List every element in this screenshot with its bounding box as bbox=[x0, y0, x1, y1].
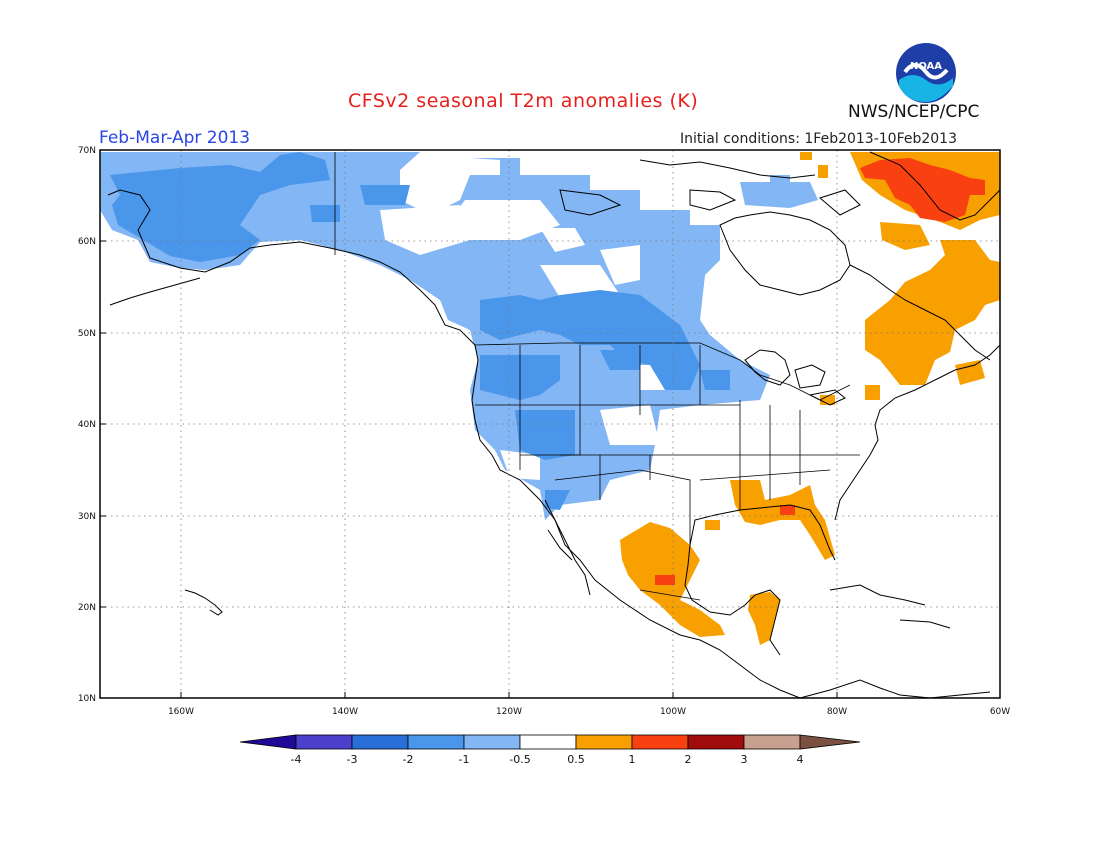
colorbar-swatch bbox=[575, 734, 633, 750]
initial-conditions: Initial conditions: 1Feb2013-10Feb2013 bbox=[680, 131, 957, 147]
colorbar-swatch bbox=[407, 734, 465, 750]
colorbar-swatch bbox=[631, 734, 689, 750]
colorbar-arrow-right bbox=[799, 734, 861, 750]
colorbar-swatch bbox=[687, 734, 745, 750]
colorbar-labels: -4 -3 -2 -1 -0.5 0.5 1 2 3 4 bbox=[291, 753, 804, 766]
lon-label: 100W bbox=[660, 707, 686, 717]
colorbar-swatch bbox=[295, 734, 353, 750]
colorbar-label: -0.5 bbox=[509, 753, 530, 766]
lat-label: 10N bbox=[78, 694, 96, 704]
colorbar-swatch bbox=[463, 734, 521, 750]
colorbar-label: -4 bbox=[291, 753, 302, 766]
lat-lon-grid bbox=[100, 150, 1000, 698]
lat-label: 70N bbox=[78, 146, 96, 156]
noaa-logo: NOAA bbox=[896, 43, 956, 103]
colorbar-label: 0.5 bbox=[567, 753, 585, 766]
colorbar-swatch bbox=[743, 734, 801, 750]
colorbar-label: -1 bbox=[459, 753, 470, 766]
coastlines bbox=[107, 151, 1001, 699]
lon-label: 140W bbox=[332, 707, 358, 717]
lat-label: 20N bbox=[78, 603, 96, 613]
logo-text: NOAA bbox=[910, 61, 942, 72]
colorbar-label: 1 bbox=[629, 753, 636, 766]
colorbar-swatch bbox=[351, 734, 409, 750]
cold-anomaly-mid bbox=[110, 152, 730, 510]
colorbar-label: -2 bbox=[403, 753, 414, 766]
colorbar-arrow-left bbox=[239, 734, 297, 750]
lon-label: 120W bbox=[496, 707, 522, 717]
warm-anomaly-mid bbox=[655, 158, 985, 585]
lon-label: 80W bbox=[827, 707, 847, 717]
lat-label: 60N bbox=[78, 237, 96, 247]
neutral-area bbox=[380, 152, 670, 480]
lon-label: 60W bbox=[990, 707, 1010, 717]
lat-label: 30N bbox=[78, 512, 96, 522]
latitude-labels: 70N 60N 50N 40N 30N 20N 10N bbox=[78, 146, 96, 704]
lat-label: 50N bbox=[78, 329, 96, 339]
boundaries bbox=[334, 152, 860, 601]
longitude-labels: 160W 140W 120W 100W 80W 60W bbox=[168, 707, 1010, 717]
lat-label: 40N bbox=[78, 420, 96, 430]
agency-label: NWS/NCEP/CPC bbox=[848, 102, 980, 122]
chart-title: CFSv2 seasonal T2m anomalies (K) bbox=[348, 90, 699, 112]
colorbar-swatch bbox=[519, 734, 577, 750]
lon-label: 160W bbox=[168, 707, 194, 717]
colorbar-label: 4 bbox=[797, 753, 804, 766]
colorbar-label: 3 bbox=[741, 753, 748, 766]
forecast-period: Feb-Mar-Apr 2013 bbox=[99, 128, 251, 148]
axis-ticks bbox=[100, 149, 838, 698]
colorbar-label: 2 bbox=[685, 753, 692, 766]
colorbar-label: -3 bbox=[347, 753, 358, 766]
colorbar bbox=[239, 734, 861, 750]
